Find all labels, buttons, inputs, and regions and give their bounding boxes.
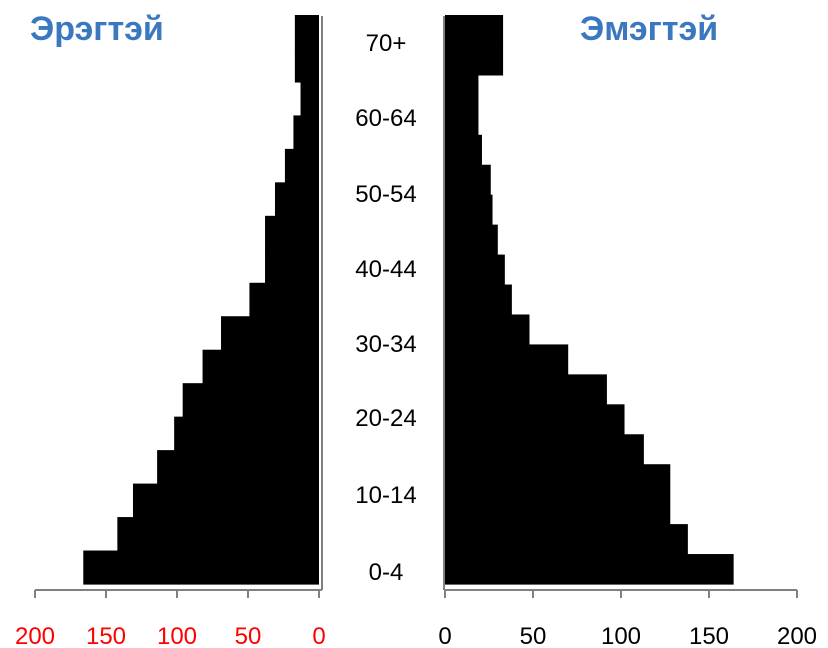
bar-left-2 — [132, 483, 319, 518]
age-group-label: 30-34 — [355, 331, 416, 358]
left-x-tick-label: 50 — [235, 623, 262, 648]
bar-right-9 — [445, 284, 512, 316]
age-group-label: 10-14 — [355, 482, 416, 509]
right-x-tick-label: 100 — [601, 623, 641, 648]
bar-right-12 — [445, 194, 493, 226]
bar-left-5 — [182, 383, 319, 418]
bar-left-15 — [294, 48, 319, 83]
left-x-tick-label: 150 — [86, 623, 126, 648]
left-x-tick-label: 200 — [15, 623, 55, 648]
right-x-tick-label: 150 — [689, 623, 729, 648]
bar-left-14 — [300, 81, 319, 117]
bar-right-17 — [445, 44, 504, 76]
bar-left-11 — [274, 182, 319, 217]
right-x-tick-label: 50 — [520, 623, 547, 648]
axes-group — [34, 16, 798, 598]
bar-left-8 — [249, 282, 319, 317]
bar-left-16 — [294, 15, 319, 50]
bar-left-13 — [293, 115, 319, 150]
bar-left-12 — [284, 148, 319, 183]
bar-left-1 — [117, 517, 319, 552]
age-group-label: 50-54 — [355, 181, 416, 208]
bar-left-7 — [221, 316, 319, 351]
bar-right-14 — [445, 134, 482, 166]
bar-right-10 — [445, 254, 505, 286]
age-group-label: 70+ — [366, 30, 407, 57]
right-x-tick-label: 200 — [777, 623, 817, 648]
left-x-tick-label: 0 — [312, 623, 325, 648]
left-bars-group — [83, 15, 319, 585]
bar-right-13 — [445, 164, 491, 196]
bar-left-10 — [265, 215, 319, 250]
bar-right-11 — [445, 224, 498, 256]
bar-right-16 — [445, 74, 479, 106]
bar-right-2 — [445, 494, 671, 525]
bar-right-18 — [445, 15, 504, 46]
left-panel-title: Эрэгтэй — [30, 10, 164, 48]
left-x-tick-label: 100 — [157, 623, 197, 648]
bar-right-8 — [445, 314, 530, 346]
age-group-label: 20-24 — [355, 405, 416, 432]
bar-right-3 — [445, 464, 671, 495]
bar-right-0 — [445, 554, 734, 585]
age-group-label: 40-44 — [355, 256, 416, 283]
bar-left-6 — [202, 349, 319, 384]
age-group-label: 60-64 — [355, 105, 416, 132]
bar-left-3 — [157, 450, 319, 485]
labels-group: 200 150 100 50 0 0 50 100 150 200 0-4 10-14 20-24 30-… — [15, 30, 817, 648]
right-x-tick-label: 0 — [438, 623, 451, 648]
bar-right-5 — [445, 404, 625, 435]
age-group-label: 0-4 — [369, 559, 404, 586]
bar-left-4 — [174, 416, 319, 451]
bar-left-9 — [265, 249, 319, 284]
right-panel-title: Эмэгтэй — [580, 10, 718, 48]
bar-right-1 — [445, 524, 688, 555]
bar-right-4 — [445, 434, 644, 465]
bar-right-6 — [445, 374, 607, 405]
bar-right-15 — [445, 104, 479, 136]
bar-left-0 — [83, 550, 319, 585]
right-bars-group — [445, 15, 734, 585]
bar-right-7 — [445, 344, 569, 375]
